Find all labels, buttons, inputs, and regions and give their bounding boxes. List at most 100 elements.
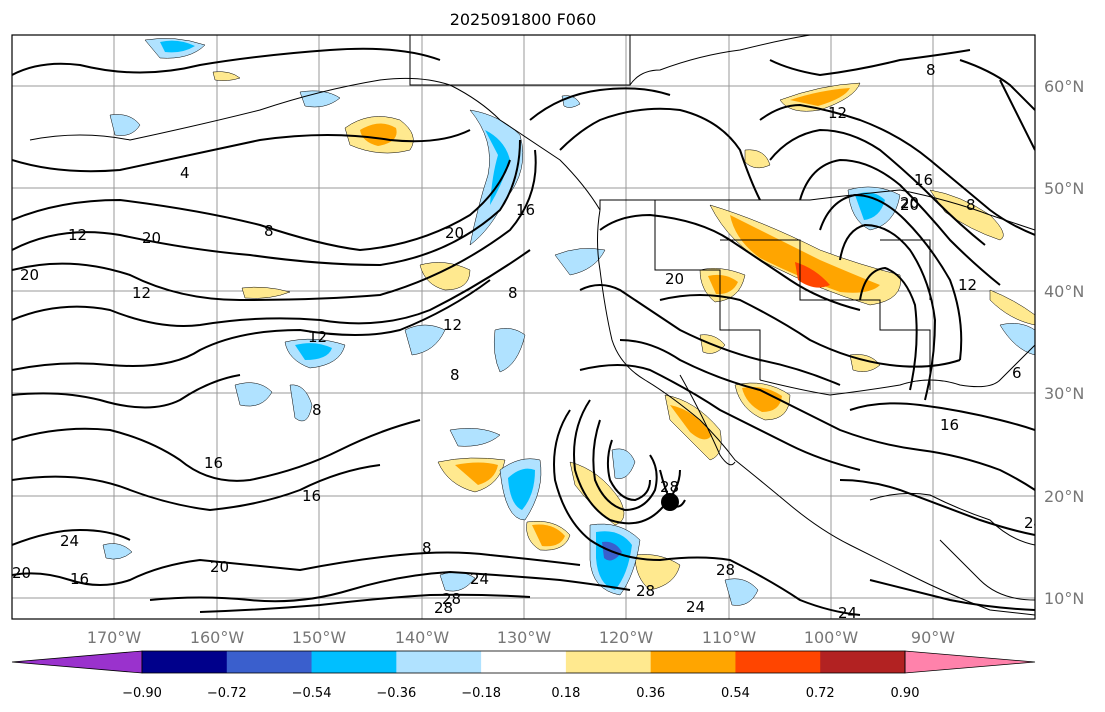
- colorbar-tick-label: 0.90: [891, 686, 920, 701]
- longitude-label: 100°W: [804, 628, 859, 647]
- map-border: [11, 34, 1036, 620]
- colorbar-extend-high: [904, 650, 1036, 674]
- colorbar-segment: [565, 651, 652, 673]
- shade-blob: [485, 130, 510, 205]
- latitude-label: 50°N: [1044, 179, 1084, 198]
- shade-blob: [999, 323, 1035, 356]
- colorbar-segment: [481, 651, 567, 673]
- coastlines: [29, 35, 1035, 616]
- shade-blob: [532, 524, 565, 547]
- contour-label: 24: [1024, 514, 1043, 532]
- shade-blob: [455, 462, 498, 485]
- contour-label: 28: [442, 590, 461, 608]
- latitude-labels: 60°N 50°N 40°N 30°N 20°N 10°N: [1044, 77, 1084, 608]
- contour-label: 24: [838, 604, 857, 622]
- colorbar-segment: [650, 651, 736, 673]
- longitude-label: 130°W: [497, 628, 552, 647]
- contour-label: 12: [132, 284, 151, 302]
- shade-blob: [790, 88, 850, 106]
- colorbar-tick-label: −0.54: [292, 686, 332, 701]
- contour-label: 16: [302, 487, 321, 505]
- colorbar: [11, 650, 1036, 674]
- shade-blob: [404, 324, 446, 356]
- longitude-label: 120°W: [599, 628, 654, 647]
- contour-label: 8: [422, 539, 432, 557]
- shade-blob: [708, 274, 738, 295]
- shade-blob: [419, 262, 471, 291]
- contour-label: 28: [434, 599, 453, 617]
- contour-label: 16: [940, 416, 959, 434]
- shade-blob: [554, 248, 606, 276]
- contour-label: 20: [445, 224, 464, 242]
- contour-label: 16: [70, 570, 89, 588]
- contour-label: 16: [914, 171, 933, 189]
- shade-blob: [929, 189, 1004, 241]
- contour-label: 12: [68, 226, 87, 244]
- shade-blob: [744, 149, 771, 169]
- longitude-label: 150°W: [292, 628, 347, 647]
- shade-blob: [730, 215, 880, 293]
- contour-label: 12: [958, 276, 977, 294]
- contour-label: 8: [450, 366, 460, 384]
- contour-label: 20: [12, 564, 31, 582]
- shade-blob: [742, 387, 782, 412]
- contour-label: 8: [926, 61, 936, 79]
- longitude-label: 140°W: [395, 628, 450, 647]
- shade-blob: [670, 405, 712, 440]
- contour-label-group: 8 4 12 20 8 20 12 20 16 8 12 12 8 8 16 1…: [12, 61, 1043, 622]
- contour-label: 4: [180, 164, 190, 182]
- longitude-label: 160°W: [190, 628, 245, 647]
- colorbar-frame: [141, 650, 906, 674]
- colorbar-segment: [396, 651, 482, 673]
- contour-label: 16: [516, 201, 535, 219]
- contour-label: 12: [308, 328, 327, 346]
- colorbar-extend-low: [11, 650, 143, 674]
- map-title: 2025091800 F060: [449, 10, 597, 29]
- colorbar-tick-label: 0.36: [636, 686, 665, 701]
- shade-blob: [109, 114, 141, 136]
- contour-label: 24: [470, 570, 489, 588]
- colorbar-segment: [820, 651, 906, 673]
- shade-blob: [212, 71, 241, 81]
- colorbar-tick-label: −0.36: [376, 686, 416, 701]
- shade-blob: [160, 40, 195, 53]
- shade-blob: [508, 468, 535, 510]
- shade-blob: [611, 448, 636, 479]
- shade-blob: [289, 384, 313, 422]
- longitude-labels: 170°W 160°W 150°W 140°W 130°W 120°W 110°W 100°W…: [87, 628, 955, 647]
- contour-label: 20: [665, 270, 684, 288]
- contour-label: 20: [210, 558, 229, 576]
- colorbar-tick-label: −0.72: [207, 686, 247, 701]
- contour-label: 8: [264, 222, 274, 240]
- shade-blob: [295, 343, 332, 360]
- contour-label: 20: [20, 266, 39, 284]
- colorbar-segment: [226, 651, 313, 673]
- longitude-label: 110°W: [702, 628, 757, 647]
- shade-blob: [795, 262, 830, 288]
- contour-label: 24: [60, 532, 79, 550]
- contour-label: 20: [900, 194, 919, 212]
- colorbar-tick-label: 0.72: [806, 686, 835, 701]
- longitude-label: 170°W: [87, 628, 142, 647]
- latitude-label: 10°N: [1044, 589, 1084, 608]
- contour-label: 12: [828, 104, 847, 122]
- colorbar-segment: [735, 651, 821, 673]
- shade-blob: [449, 428, 501, 447]
- colorbar-tick-label: −0.18: [461, 686, 501, 701]
- contour-lines: [12, 47, 1035, 616]
- colorbar-segment: [311, 651, 397, 673]
- colorbar-segment: [142, 651, 228, 673]
- contour-label: 12: [443, 316, 462, 334]
- contour-label: 20: [142, 229, 161, 247]
- contour-label: 16: [204, 454, 223, 472]
- colorbar-tick-label: −0.90: [122, 686, 162, 701]
- shaded-fields: [102, 38, 1035, 606]
- shade-blob: [989, 289, 1035, 326]
- contour-label: 8: [966, 196, 976, 214]
- contour-label: 8: [312, 401, 322, 419]
- contour-label: 28: [716, 561, 735, 579]
- shade-blob: [234, 382, 273, 407]
- longitude-label: 90°W: [911, 628, 955, 647]
- contour-label: 8: [508, 284, 518, 302]
